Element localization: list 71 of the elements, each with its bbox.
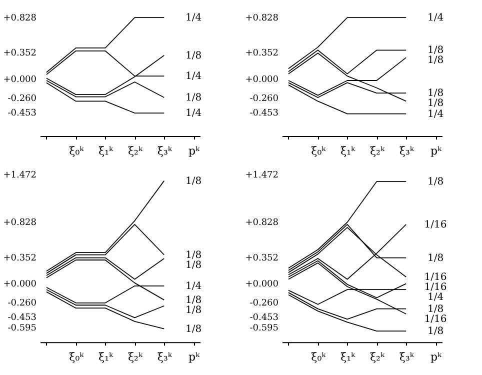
y-tick-label: -0.595 [8, 323, 37, 334]
text: 1/8 [185, 304, 202, 316]
y-tick-label: -0.453 [250, 312, 279, 323]
text: 1/8 [185, 176, 202, 187]
text: 1/4 [185, 71, 202, 82]
x-tick-label: ξ₃ᵏ [157, 144, 173, 158]
y-tick-label: +0.352 [3, 48, 36, 59]
y-tick-label: -0.453 [8, 108, 37, 118]
x-tick-label: ξ₀ᵏ [311, 144, 327, 158]
x-tick-label: ξ₁ᵏ [340, 144, 356, 158]
x-tick-label: ξ₂ᵏ [128, 350, 144, 364]
text: 1/8 [427, 304, 444, 315]
text: 1/4 [427, 12, 444, 24]
y-tick-label: +0.000 [245, 279, 279, 290]
y-tick-label: +0.828 [245, 14, 279, 24]
text: 1/8 [427, 55, 444, 66]
y-tick-label: +0.000 [245, 74, 279, 85]
y-tick-label: +0.000 [3, 279, 37, 290]
y-tick-label: +1.472 [245, 170, 278, 180]
y-tick-label: -0.595 [250, 323, 279, 334]
text: 1/8 [427, 176, 444, 188]
y-tick-label: -0.260 [250, 298, 279, 309]
y-tick-label: +0.352 [3, 253, 36, 264]
text: 1/4 [185, 108, 202, 120]
y-tick-label: -0.453 [250, 108, 279, 118]
y-tick-label: -0.453 [8, 312, 37, 323]
x-tick-label: ξ₁ᵏ [98, 144, 114, 158]
text: 1/8 [185, 92, 202, 104]
text: 1/8 [427, 98, 444, 110]
x-tick-label: ξ₀ᵏ [311, 350, 327, 364]
x-tick-label: pᵏ [430, 144, 443, 158]
x-tick-label: ξ₁ᵏ [340, 350, 356, 364]
x-tick-label: ξ₂ᵏ [370, 350, 386, 364]
text: 1/8 [185, 294, 202, 306]
text: 1/4 [427, 108, 444, 120]
x-tick-label: pᵏ [188, 350, 201, 364]
y-tick-label: -0.260 [8, 94, 37, 104]
y-tick-label: -0.260 [8, 298, 37, 309]
text: 1/4 [185, 12, 202, 24]
x-tick-label: ξ₃ᵏ [157, 350, 173, 364]
y-tick-label: +0.828 [3, 218, 37, 228]
x-tick-label: ξ₃ᵏ [399, 350, 415, 364]
y-tick-label: +0.352 [245, 48, 278, 59]
y-tick-label: -0.260 [250, 94, 279, 104]
text: 1/8 [185, 260, 202, 271]
series-label: 1/16 [424, 272, 447, 284]
x-tick-label: ξ₃ᵏ [399, 144, 415, 158]
x-tick-label: pᵏ [430, 350, 443, 364]
y-tick-label: +1.472 [3, 170, 36, 180]
x-tick-label: ξ₁ᵏ [98, 350, 114, 364]
y-tick-label: +0.000 [3, 74, 37, 85]
text: 1/8 [427, 252, 444, 264]
y-tick-label: +0.352 [245, 253, 278, 264]
x-tick-label: ξ₀ᵏ [69, 350, 85, 364]
text: 1/8 [427, 45, 444, 56]
y-tick-label: +0.828 [3, 14, 37, 24]
text: 1/8 [185, 324, 202, 335]
text: 1/8 [427, 326, 444, 338]
text: 1/4 [185, 280, 202, 292]
text: 1/4 [427, 292, 444, 304]
x-tick-label: ξ₂ᵏ [128, 144, 144, 158]
x-tick-label: pᵏ [188, 144, 201, 158]
x-tick-label: ξ₀ᵏ [69, 144, 85, 158]
text: 1/8 [185, 50, 202, 62]
text: 1/8 [427, 88, 444, 100]
series-label: 1/16 [424, 314, 447, 325]
series-label: 1/16 [424, 219, 447, 230]
text: 1/8 [185, 250, 202, 261]
x-tick-label: ξ₂ᵏ [370, 144, 386, 158]
y-tick-label: +0.828 [245, 218, 279, 228]
series-label: 1/16 [424, 282, 447, 294]
